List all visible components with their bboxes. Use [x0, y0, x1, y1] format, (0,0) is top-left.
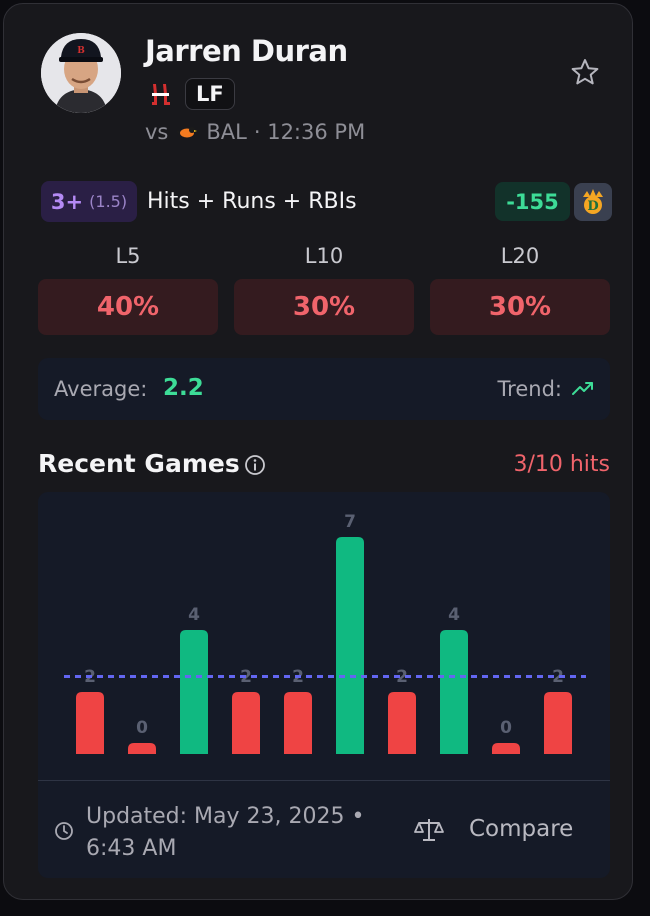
chart-bar[interactable]: [128, 743, 156, 754]
bar-value-label: 4: [188, 605, 200, 625]
updated-timestamp: Updated: May 23, 2025 • 6:43 AM: [86, 804, 365, 861]
bar-value-label: 4: [448, 605, 460, 625]
chart-bar[interactable]: [492, 743, 520, 754]
recent-games-chart: 2042272402 Updated: May 23, 2025 • 6:43 …: [38, 492, 610, 878]
player-name: Jarren Duran: [145, 34, 348, 68]
split-label-l10: L10: [304, 244, 344, 268]
trend-up-icon: [572, 382, 593, 395]
bar-value-label: 2: [396, 667, 408, 687]
chart-divider: [38, 780, 610, 781]
odds-badge[interactable]: -155: [495, 182, 570, 221]
star-icon[interactable]: [570, 57, 600, 87]
chart-bar[interactable]: [232, 692, 260, 754]
compare-button[interactable]: Compare: [469, 816, 574, 842]
bar-chart: 2042272402: [64, 512, 586, 754]
chart-bar[interactable]: [388, 692, 416, 754]
clock-icon: [55, 822, 73, 840]
prop-line-badge: 3+ (1.5): [41, 181, 137, 222]
svg-text:B: B: [77, 46, 85, 56]
chart-bar[interactable]: [180, 630, 208, 754]
bar-value-label: 7: [344, 512, 356, 532]
position-badge: LF: [185, 78, 235, 110]
info-icon[interactable]: [244, 454, 266, 476]
average-label: Average:: [54, 377, 148, 401]
split-label-l20: L20: [500, 244, 540, 268]
bar-value-label: 2: [552, 667, 564, 687]
bar-value-label: 0: [500, 718, 512, 738]
chart-bar[interactable]: [544, 692, 572, 754]
prop-label: Hits + Runs + RBIs: [147, 189, 357, 214]
matchup: vs BAL · 12:36 PM: [145, 120, 365, 144]
chart-bar[interactable]: [440, 630, 468, 754]
chart-bar[interactable]: [284, 692, 312, 754]
average-value: 2.2: [163, 375, 204, 401]
opponent-logo: [177, 127, 198, 138]
svg-text:D: D: [587, 199, 598, 214]
trend-label: Trend:: [497, 377, 562, 401]
average-panel: Average: 2.2 Trend:: [38, 358, 610, 420]
opponent-abbr: BAL: [206, 120, 247, 144]
split-value-l10[interactable]: 30%: [234, 279, 414, 335]
scale-icon[interactable]: [414, 816, 444, 844]
split-value-l20[interactable]: 30%: [430, 279, 610, 335]
prop-line: 3+: [50, 189, 84, 214]
bar-value-label: 0: [136, 718, 148, 738]
prop-line-value: (1.5): [89, 192, 128, 211]
chart-bar[interactable]: [76, 692, 104, 754]
chart-bar[interactable]: [336, 537, 364, 754]
player-avatar: B: [41, 33, 121, 113]
player-prop-card: B Jarren Duran LF vs BAL · 12:36 PM 3+ (…: [3, 3, 633, 900]
matchup-prefix: vs: [145, 120, 169, 144]
team-logo-sox: [152, 84, 170, 105]
hit-rate: 3/10 hits: [513, 452, 610, 477]
recent-games-title: Recent Games: [38, 449, 240, 478]
split-value-l5[interactable]: 40%: [38, 279, 218, 335]
split-label-l5: L5: [115, 244, 141, 268]
game-time: · 12:36 PM: [253, 120, 366, 144]
sportsbook-logo: D: [574, 183, 612, 221]
